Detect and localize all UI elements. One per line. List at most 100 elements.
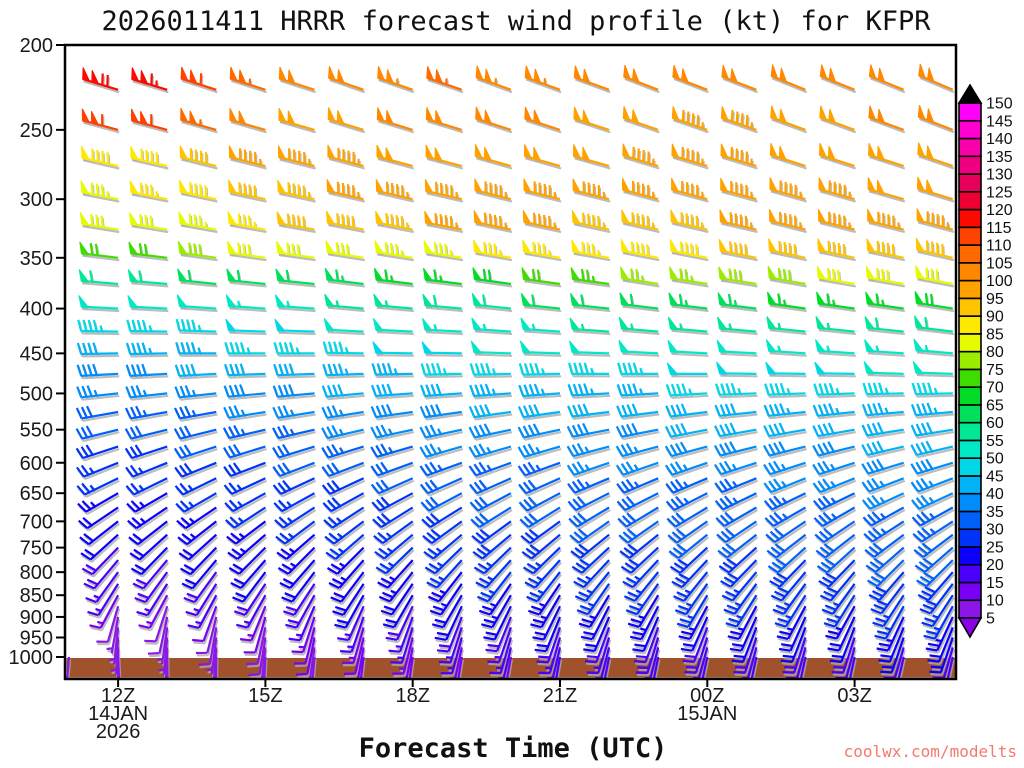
- wind-barb: [177, 268, 218, 288]
- wind-barb: [276, 533, 317, 563]
- wind-barb: [468, 443, 513, 461]
- wind-barb: [874, 605, 906, 643]
- y-tick-label: 900: [20, 607, 53, 629]
- wind-barb-pennant: [177, 268, 188, 282]
- wind-barb: [374, 533, 415, 562]
- colorbar-box: [958, 102, 982, 122]
- wind-barb-glyph: [716, 520, 758, 544]
- wind-barb: [475, 106, 513, 134]
- wind-barb: [568, 506, 611, 530]
- wind-barb-shadow: [470, 479, 513, 497]
- wind-barb-glyph: [615, 442, 659, 458]
- wind-barb: [469, 477, 513, 497]
- wind-barb-pennant: [671, 106, 680, 121]
- wind-barb: [334, 594, 366, 632]
- wind-barb: [457, 656, 464, 678]
- wind-barb: [566, 442, 611, 460]
- wind-barb-glyph: [532, 605, 561, 641]
- wind-barb-glyph: [868, 571, 905, 602]
- wind-barb-pennant: [779, 67, 788, 83]
- wind-barb-glyph: [720, 181, 757, 201]
- wind-barb-pennant: [669, 239, 679, 253]
- wind-barb-glyph: [468, 423, 512, 439]
- wind-barb-pennant: [533, 146, 542, 162]
- wind-barb: [125, 461, 169, 481]
- wind-barb-glyph: [469, 383, 511, 398]
- wind-barb-glyph: [272, 384, 315, 398]
- wind-barb: [566, 461, 611, 479]
- wind-barb-glyph: [380, 583, 414, 616]
- colorbar-box: [958, 119, 982, 140]
- wind-barb-pennant: [816, 291, 826, 306]
- wind-barb-shadow: [425, 549, 464, 577]
- wind-barb-shadow: [507, 659, 514, 678]
- wind-barb: [765, 339, 807, 357]
- wind-barb: [778, 616, 808, 655]
- wind-barb-glyph: [273, 363, 315, 377]
- wind-barb-glyph: [322, 341, 364, 355]
- wind-barb-glyph: [223, 461, 266, 478]
- wind-barb-glyph: [227, 533, 267, 560]
- wind-barb-glyph: [76, 385, 119, 399]
- wind-barb-glyph: [176, 506, 217, 530]
- wind-barb: [489, 637, 514, 677]
- wind-barb: [179, 179, 218, 203]
- wind-barb-shadow: [752, 659, 759, 678]
- wind-barb-glyph: [629, 605, 660, 641]
- wind-barb-pennant: [274, 318, 286, 332]
- wind-barb-glyph: [862, 382, 904, 396]
- wind-barb: [370, 424, 415, 441]
- wind-barb-pennant: [474, 144, 484, 159]
- wind-barb-glyph: [782, 637, 807, 674]
- wind-barb: [615, 442, 660, 460]
- wind-barb-pennant: [876, 179, 885, 195]
- wind-barb-glyph: [721, 571, 758, 602]
- wind-barb: [555, 656, 563, 678]
- wind-barb: [573, 106, 611, 134]
- colorbar-box: [958, 421, 982, 442]
- wind-barb: [868, 64, 906, 94]
- wind-barb-pennant: [179, 179, 188, 194]
- wind-barb-glyph: [774, 594, 807, 628]
- wind-barb: [382, 594, 415, 631]
- wind-barb-glyph: [130, 213, 168, 231]
- wind-barb-glyph: [916, 267, 954, 286]
- wind-barb-glyph: [179, 213, 217, 231]
- wind-barb-glyph: [818, 268, 855, 286]
- wind-barb-glyph: [77, 492, 119, 513]
- wind-barb: [419, 477, 464, 497]
- wind-barb-glyph: [616, 477, 659, 494]
- wind-barb: [272, 424, 316, 442]
- wind-barb-glyph: [567, 383, 610, 397]
- wind-barb-glyph: [277, 546, 316, 575]
- wind-barb: [546, 647, 563, 678]
- wind-barb: [717, 533, 759, 561]
- wind-barb-glyph: [861, 492, 905, 510]
- wind-barb: [622, 106, 660, 134]
- wind-barb: [326, 179, 365, 203]
- wind-barb-pennant: [484, 109, 493, 125]
- wind-barb-glyph: [175, 318, 217, 333]
- wind-barb: [226, 268, 267, 288]
- wind-barb-glyph: [469, 362, 511, 376]
- wind-barb-pennant: [189, 110, 198, 125]
- wind-barb-pennant: [915, 265, 925, 279]
- wind-barb: [880, 637, 906, 676]
- wind-barb-pennant: [926, 108, 935, 124]
- wind-barb-glyph: [595, 647, 611, 678]
- wind-barb: [912, 361, 954, 378]
- wind-barb-pennant: [915, 237, 925, 252]
- wind-barb-glyph: [341, 627, 365, 664]
- wind-barb-shadow: [868, 561, 906, 590]
- wind-barb: [228, 179, 267, 203]
- wind-barb-pennant: [434, 110, 444, 125]
- wind-barb: [823, 594, 857, 631]
- wind-barb: [273, 342, 316, 357]
- wind-barb: [279, 559, 317, 592]
- wind-barb-glyph: [615, 422, 659, 438]
- wind-barb-glyph: [927, 626, 954, 663]
- wind-barb-pennant: [276, 240, 286, 255]
- wind-barb-glyph: [390, 627, 414, 664]
- wind-barb-glyph: [374, 533, 414, 560]
- wind-barb-shadow: [244, 618, 268, 656]
